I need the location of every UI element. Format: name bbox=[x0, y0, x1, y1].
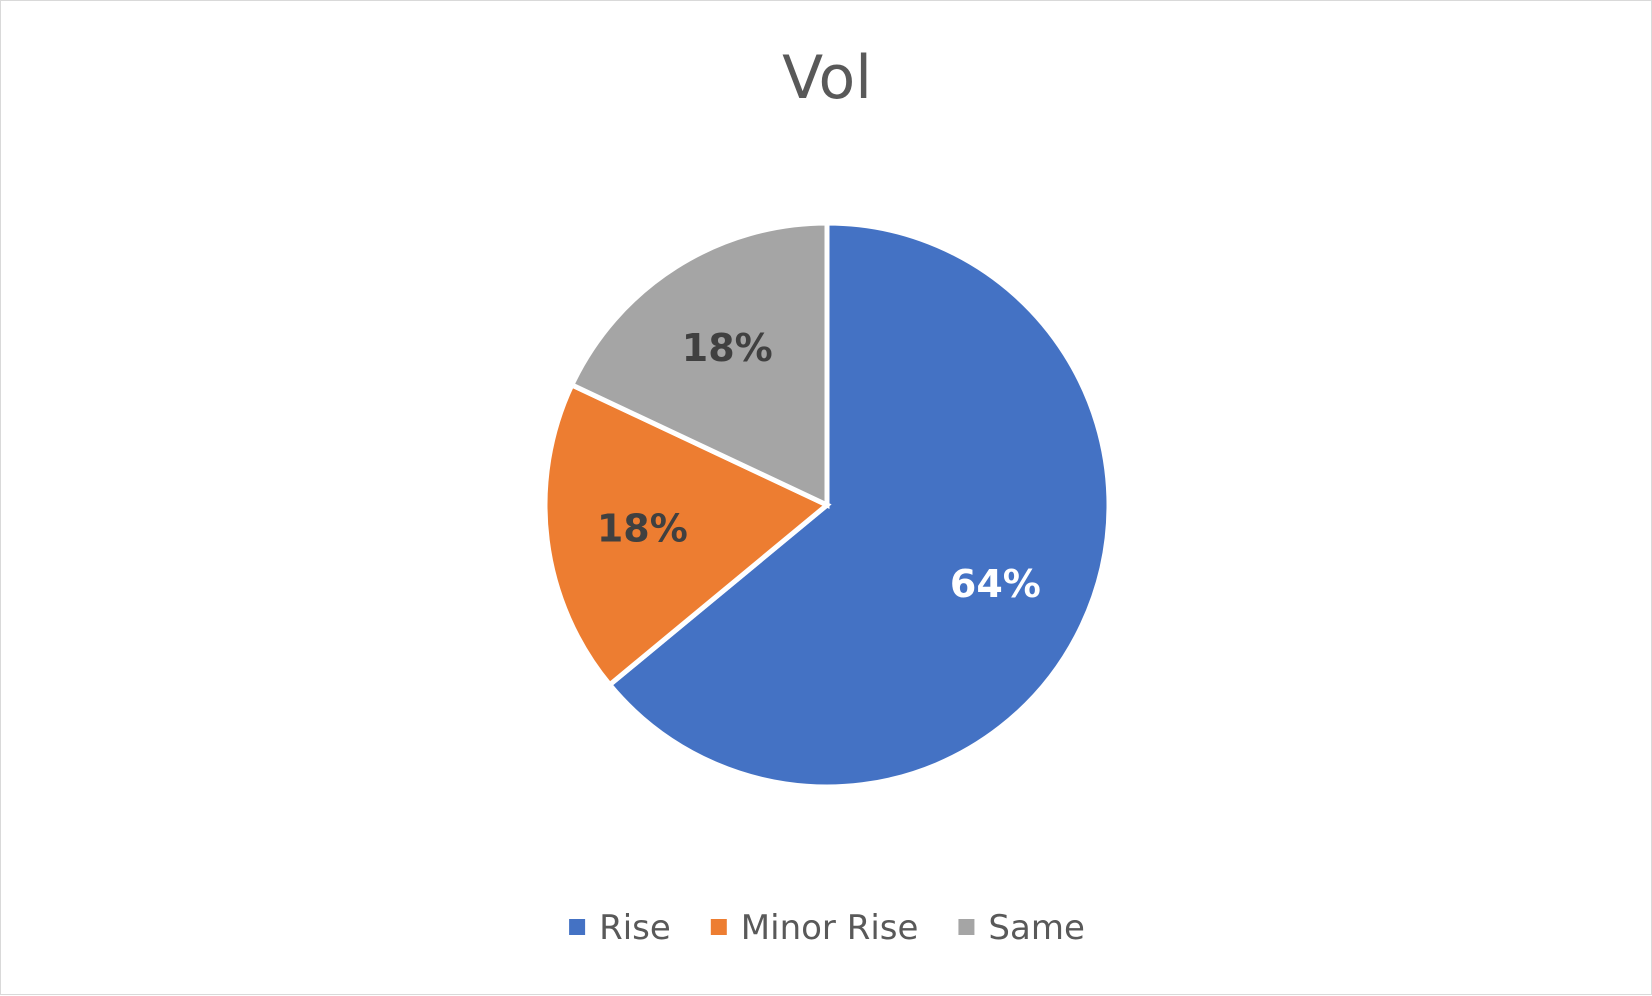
legend-swatch-rise bbox=[569, 919, 586, 935]
pie-slices bbox=[542, 220, 1112, 790]
pie-data-labels: 64% 18% 18% bbox=[597, 326, 1041, 606]
data-label-minor-rise: 18% bbox=[597, 506, 688, 550]
legend-label-same: Same bbox=[988, 908, 1084, 948]
data-label-same: 18% bbox=[682, 326, 773, 370]
legend: Rise Minor Rise Same bbox=[569, 908, 1085, 948]
pie-slice-rise bbox=[606, 220, 1112, 790]
chart-title: Vol bbox=[782, 43, 872, 113]
data-label-rise: 64% bbox=[950, 562, 1041, 606]
pie-slice-minor-rise bbox=[542, 381, 832, 689]
legend-swatch-minor-rise bbox=[710, 919, 727, 935]
legend-label-rise: Rise bbox=[599, 908, 671, 948]
legend-swatch-same bbox=[958, 919, 975, 935]
pie-slice-same bbox=[568, 220, 830, 509]
legend-label-minor-rise: Minor Rise bbox=[741, 908, 919, 948]
